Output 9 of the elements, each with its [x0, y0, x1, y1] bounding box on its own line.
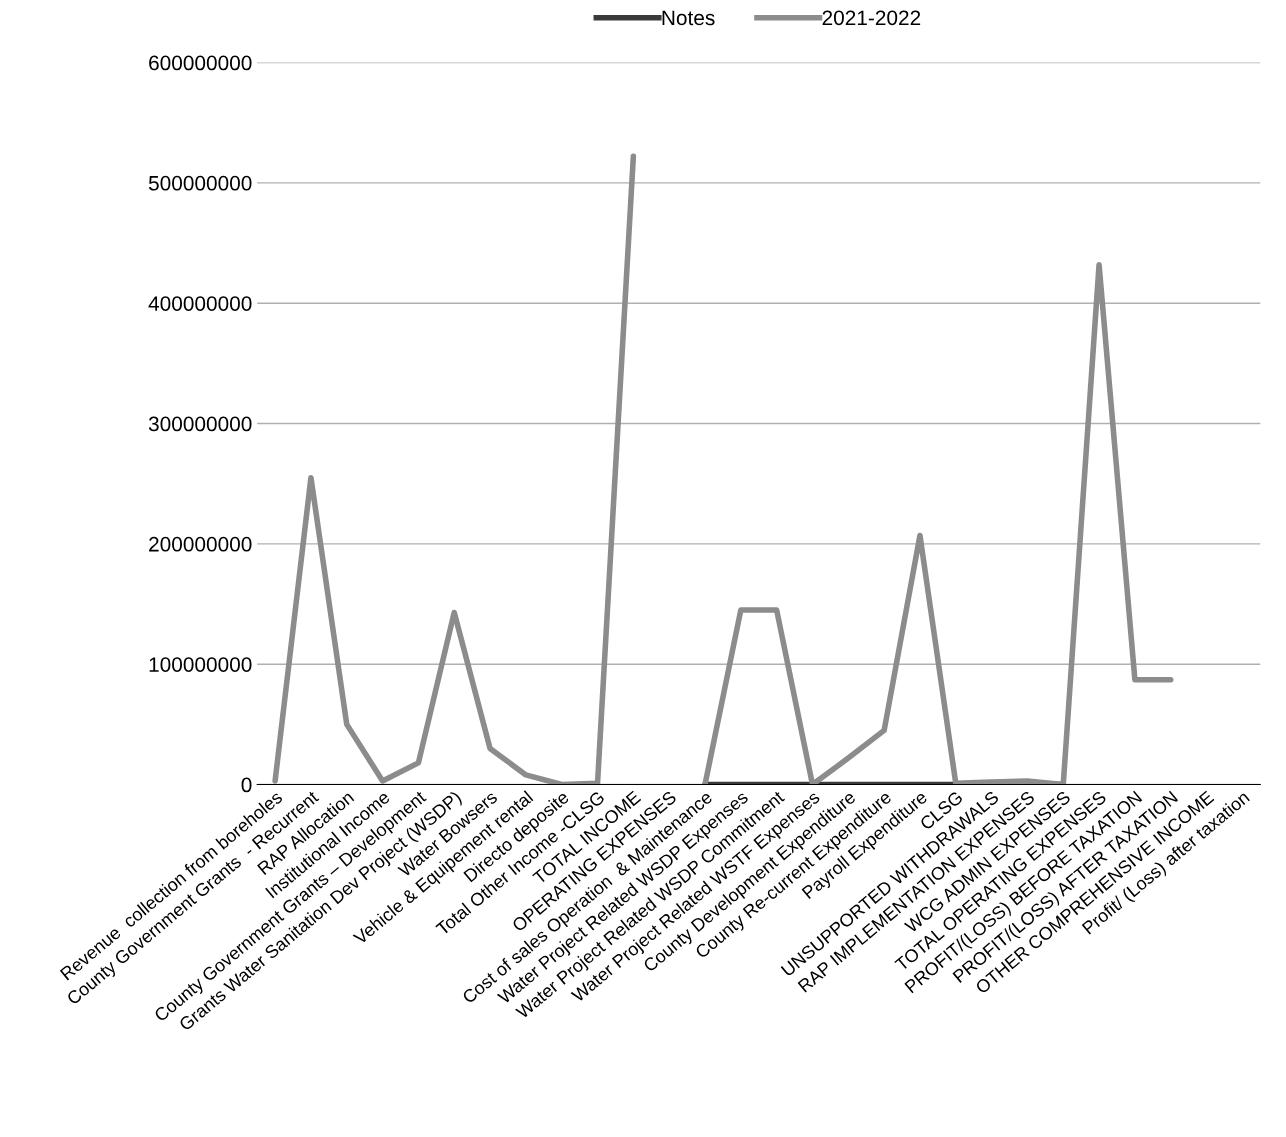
y-tick-label: 0: [241, 777, 252, 793]
y-tick-label: 600000000: [149, 55, 252, 71]
y-tick-label: 300000000: [148, 416, 252, 432]
legend-label: 2021-2022: [822, 10, 921, 26]
y-tick-label: 500000000: [148, 175, 252, 191]
legend-label: Notes: [662, 10, 715, 26]
y-tick-label: 400000000: [148, 296, 252, 311]
y-tick-label: 100000000: [149, 657, 252, 672]
y-tick-label: 200000000: [149, 536, 252, 552]
